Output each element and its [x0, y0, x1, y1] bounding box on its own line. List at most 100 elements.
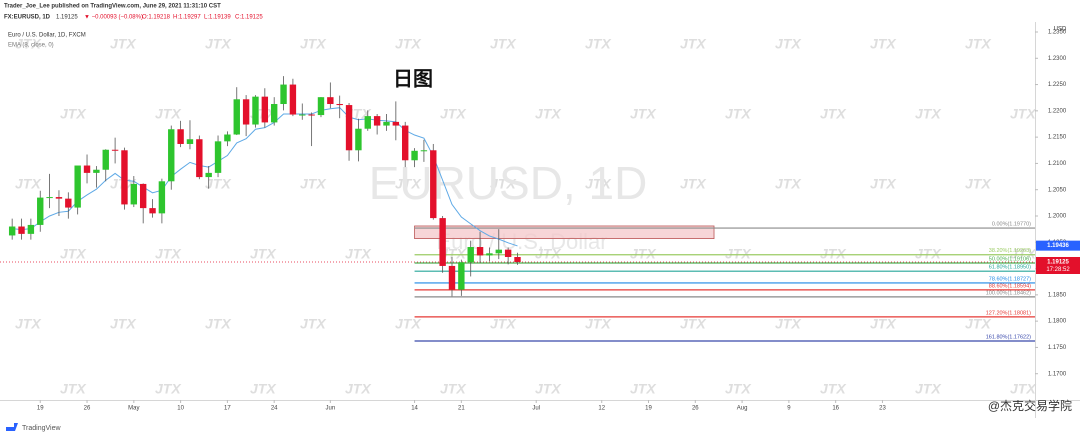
x-tick-label: Jul: [532, 406, 540, 412]
fib-label: 61.80%(1.18950): [989, 265, 1031, 271]
watermark-logo: JTX: [585, 316, 612, 332]
footer: TradingView @杰克交易学院: [6, 398, 1072, 432]
x-tick-label: May: [128, 406, 139, 412]
price-label: 1.19436: [1047, 243, 1069, 249]
plot-area: 0.00%(1.19770) 38.20%(1.19263) 50.00%(1.19…: [0, 76, 1035, 342]
candle-body: [37, 197, 44, 225]
y-tick-label: 1.2150: [1048, 135, 1067, 141]
y-tick-label: 1.2050: [1048, 187, 1067, 193]
watermark-logo: JTX: [680, 176, 707, 192]
candle-body: [252, 96, 259, 125]
watermark-logo: JTX: [630, 246, 657, 262]
candle-body: [111, 149, 119, 151]
watermark-logo: JTX: [915, 381, 942, 397]
watermark-logo: JTX: [300, 316, 327, 332]
candle-body: [8, 226, 16, 236]
candle-body: [27, 224, 35, 234]
candle-body: [139, 183, 147, 209]
watermark-logo: JTX: [915, 106, 942, 122]
x-tick-label: 26: [692, 406, 699, 412]
watermark-logo: JTX: [775, 36, 802, 52]
watermark-logo: JTX: [725, 381, 752, 397]
ema-legend: EMA (8, close, 0): [8, 43, 54, 49]
watermark-logo: JTX: [680, 36, 707, 52]
watermark-logo: JTX: [1010, 246, 1037, 262]
footer-credit: @杰克交易学院: [988, 398, 1072, 413]
candle-body: [205, 172, 212, 178]
candle-body: [46, 197, 53, 199]
watermark-logo: JTX: [345, 246, 372, 262]
candle-body: [467, 247, 474, 263]
watermark-logo: JTX: [585, 176, 612, 192]
change: ▼ −0.00093 (−0.08%): [84, 15, 143, 21]
watermark-logo: JTX: [820, 106, 847, 122]
candle-body: [196, 139, 203, 178]
x-tick-label: 24: [271, 406, 278, 412]
watermark-logo: JTX: [490, 176, 517, 192]
candle-body: [383, 121, 390, 126]
y-tick-label: 1.1800: [1048, 319, 1067, 325]
x-tick-label: 26: [84, 406, 91, 412]
watermark-logo: JTX: [630, 106, 657, 122]
watermark-logo: JTX: [395, 316, 422, 332]
y-tick-label: 1.1850: [1048, 292, 1067, 298]
candle-body: [317, 97, 325, 116]
candle-body: [448, 265, 456, 290]
price-label-box: [1036, 240, 1080, 251]
candle-body: [364, 116, 371, 129]
candle-body: [373, 116, 381, 126]
candle-body: [476, 247, 484, 256]
x-tick-label: 14: [411, 406, 418, 412]
fib-label: 161.80%(1.17622): [986, 334, 1031, 340]
y-tick-label: 1.1750: [1048, 345, 1067, 351]
fib-label: 88.60%(1.18594): [989, 283, 1031, 289]
y-tick-label: 1.2350: [1048, 30, 1067, 36]
candle-body: [177, 129, 184, 144]
watermark-logo: JTX: [820, 381, 847, 397]
price-label: 1.19125: [1047, 260, 1069, 266]
candle-body: [121, 150, 128, 205]
candle-body: [345, 105, 353, 151]
candle-body: [439, 218, 446, 266]
watermark-logo: JTX: [820, 246, 847, 262]
watermark-logo: JTX: [205, 316, 232, 332]
x-tick-label: 16: [832, 406, 839, 412]
watermark-logo: JTX: [110, 36, 137, 52]
watermark-logo: JTX: [630, 381, 657, 397]
candle-body: [130, 183, 138, 205]
watermark-logo: JTX: [1010, 106, 1037, 122]
footer-logo: TradingView: [22, 425, 61, 432]
watermark-logo: JTX: [725, 106, 752, 122]
watermark-logo: JTX: [15, 36, 42, 52]
watermark-logo: JTX: [300, 36, 327, 52]
watermark-logo: JTX: [490, 36, 517, 52]
candle-body: [74, 165, 81, 208]
watermark-logo: JTX: [870, 316, 897, 332]
candle-body: [411, 150, 418, 161]
candle-body: [214, 141, 222, 173]
x-tick-label: 9: [787, 406, 791, 412]
x-tick-label: Jun: [325, 406, 335, 412]
watermark-logo: JTX: [915, 246, 942, 262]
candle-body: [420, 150, 428, 152]
fib-label: 0.00%(1.19770): [992, 222, 1031, 228]
candle-body: [486, 253, 493, 256]
watermark-logo: JTX: [395, 36, 422, 52]
candle-body: [261, 96, 269, 123]
y-tick-label: 1.2250: [1048, 82, 1067, 88]
watermark-logo: JTX: [725, 246, 752, 262]
watermark-logo: JTX: [870, 36, 897, 52]
candle-body: [149, 208, 156, 214]
watermark-logo: JTX: [300, 176, 327, 192]
x-tick-label: 19: [37, 406, 44, 412]
watermark-logo: JTX: [440, 381, 467, 397]
candle-body: [392, 121, 400, 126]
candle-body: [458, 262, 465, 290]
watermark-layer: JTX JTX JTX JTX JTX JTX JTX JTX JTX JTX JTX JTX JTX J…: [15, 36, 1037, 397]
watermark-logo: JTX: [490, 316, 517, 332]
price-label-box: [1036, 256, 1080, 274]
candle-body: [299, 114, 306, 116]
symbol: FX:EURUSD, 1D: [4, 15, 51, 21]
candle-body: [65, 198, 72, 208]
